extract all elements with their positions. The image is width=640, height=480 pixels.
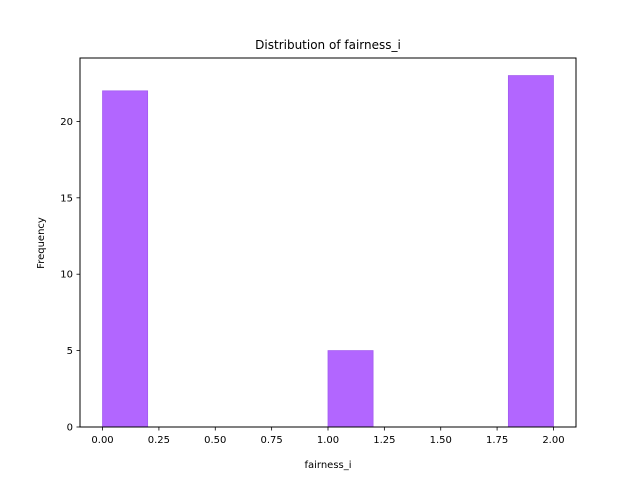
bars-group: [102, 75, 554, 428]
x-tick-label-2: 0.50: [204, 435, 226, 446]
x-tick-label-1: 0.25: [148, 435, 170, 446]
histogram-bar-9: [507, 75, 554, 428]
x-tick-label-4: 1.00: [317, 435, 339, 446]
y-tick-label-2: 10: [60, 270, 73, 281]
y-tick-label-3: 15: [60, 193, 73, 204]
y-tick-label-4: 20: [60, 117, 73, 128]
x-tick-label-0: 0.00: [91, 435, 113, 446]
chart-title: Distribution of fairness_i: [255, 38, 401, 52]
x-tick-label-6: 1.50: [430, 435, 452, 446]
x-tick-label-3: 0.75: [261, 435, 283, 446]
y-tick-label-0: 0: [67, 423, 73, 434]
x-axis-ticks: 0.00 0.25 0.50 0.75 1.00 1.25 1.50 1.75 2.00: [91, 427, 565, 446]
x-tick-label-5: 1.25: [373, 435, 395, 446]
histogram-bar-5: [327, 350, 374, 428]
x-axis-label: fairness_i: [304, 460, 351, 471]
histogram-bar-0: [102, 90, 149, 428]
x-tick-label-7: 1.75: [486, 435, 508, 446]
y-axis-ticks: 0 5 10 15 20: [60, 117, 80, 434]
y-tick-label-1: 5: [67, 346, 73, 357]
y-axis-label: Frequency: [36, 217, 47, 269]
x-tick-label-8: 2.00: [542, 435, 564, 446]
